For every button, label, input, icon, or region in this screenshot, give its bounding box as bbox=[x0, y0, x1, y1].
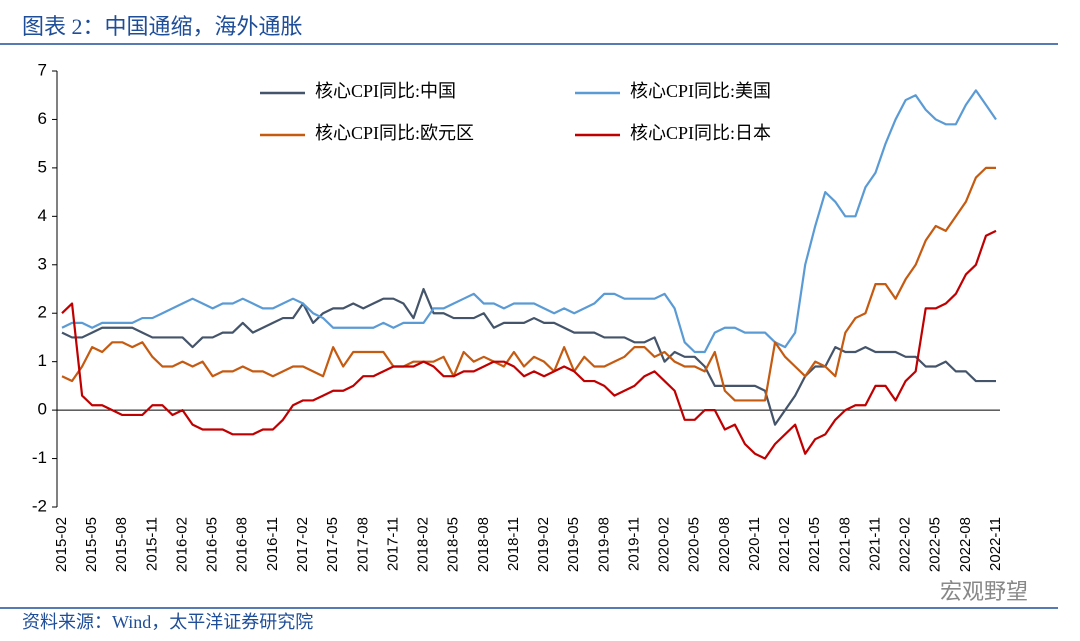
series-line bbox=[61, 166, 996, 402]
x-tick-label: 2021-02 bbox=[776, 517, 793, 572]
x-tick-label: 2020-08 bbox=[716, 517, 733, 572]
legend-label: 核心CPI同比:欧元区 bbox=[315, 123, 474, 143]
x-tick-label: 2016-11 bbox=[264, 517, 281, 571]
x-tick-label: 2016-08 bbox=[234, 517, 251, 572]
y-tick-label: 6 bbox=[38, 109, 47, 128]
x-tick-label: 2017-11 bbox=[384, 517, 401, 571]
y-tick-label: 7 bbox=[38, 60, 47, 79]
x-tick-label: 2015-05 bbox=[83, 517, 100, 572]
header-title: 图表 2：中国通缩，海外通胀 bbox=[22, 14, 303, 39]
x-tick-label: 2020-05 bbox=[686, 517, 703, 572]
legend-label: 核心CPI同比:中国 bbox=[315, 81, 456, 101]
y-tick-label: 0 bbox=[38, 400, 47, 419]
x-tick-label: 2021-08 bbox=[836, 517, 853, 572]
y-tick-label: -2 bbox=[32, 496, 47, 515]
x-tick-label: 2019-11 bbox=[625, 517, 642, 571]
y-tick-label: 2 bbox=[38, 303, 47, 322]
legend-label: 核心CPI同比:日本 bbox=[630, 123, 771, 143]
chart: -2 -1 0 1 2 3 4 5 6 7 2015-02 2015-05 2015-08 2015-11… bbox=[32, 60, 1004, 572]
x-tick-label: 2018-08 bbox=[475, 517, 492, 572]
series-line bbox=[61, 89, 997, 354]
x-tick-label: 2020-11 bbox=[746, 517, 763, 571]
footer-source: 资料来源：Wind，太平洋证券研究院 bbox=[22, 612, 313, 632]
x-tick-label: 2019-05 bbox=[565, 517, 582, 572]
x-tick-label: 2021-05 bbox=[806, 517, 823, 572]
x-tick-label: 2015-02 bbox=[53, 517, 70, 572]
y-tick-label: 1 bbox=[38, 351, 47, 370]
y-tick-label: 5 bbox=[38, 157, 47, 176]
x-tick-label: 2016-02 bbox=[173, 517, 190, 572]
x-tick-label: 2015-11 bbox=[143, 517, 160, 571]
y-tick-label: 3 bbox=[38, 254, 47, 273]
series-line bbox=[61, 229, 997, 460]
y-tick-label: -1 bbox=[32, 448, 47, 467]
x-tick-label: 2022-11 bbox=[987, 517, 1004, 571]
x-tick-label: 2018-02 bbox=[415, 517, 432, 572]
x-tick-label: 2017-02 bbox=[294, 517, 311, 572]
x-tick-label: 2019-02 bbox=[535, 517, 552, 572]
x-tick-label: 2018-05 bbox=[445, 517, 462, 572]
y-tick-label: 4 bbox=[38, 206, 47, 225]
x-tick-label: 2019-08 bbox=[595, 517, 612, 572]
x-tick-label: 2017-05 bbox=[324, 517, 341, 572]
x-tick-label: 2017-08 bbox=[354, 517, 371, 572]
legend-label: 核心CPI同比:美国 bbox=[630, 81, 771, 101]
x-tick-label: 2020-02 bbox=[656, 517, 673, 572]
x-tick-label: 2022-05 bbox=[927, 517, 944, 572]
x-tick-label: 2018-11 bbox=[505, 517, 522, 571]
x-tick-label: 2021-11 bbox=[866, 517, 883, 571]
x-tick-label: 2016-05 bbox=[204, 517, 221, 572]
x-tick-label: 2022-02 bbox=[897, 517, 914, 572]
watermark: 宏观野望 bbox=[940, 579, 1028, 604]
x-tick-label: 2015-08 bbox=[113, 517, 130, 572]
x-tick-label: 2022-08 bbox=[957, 517, 974, 572]
